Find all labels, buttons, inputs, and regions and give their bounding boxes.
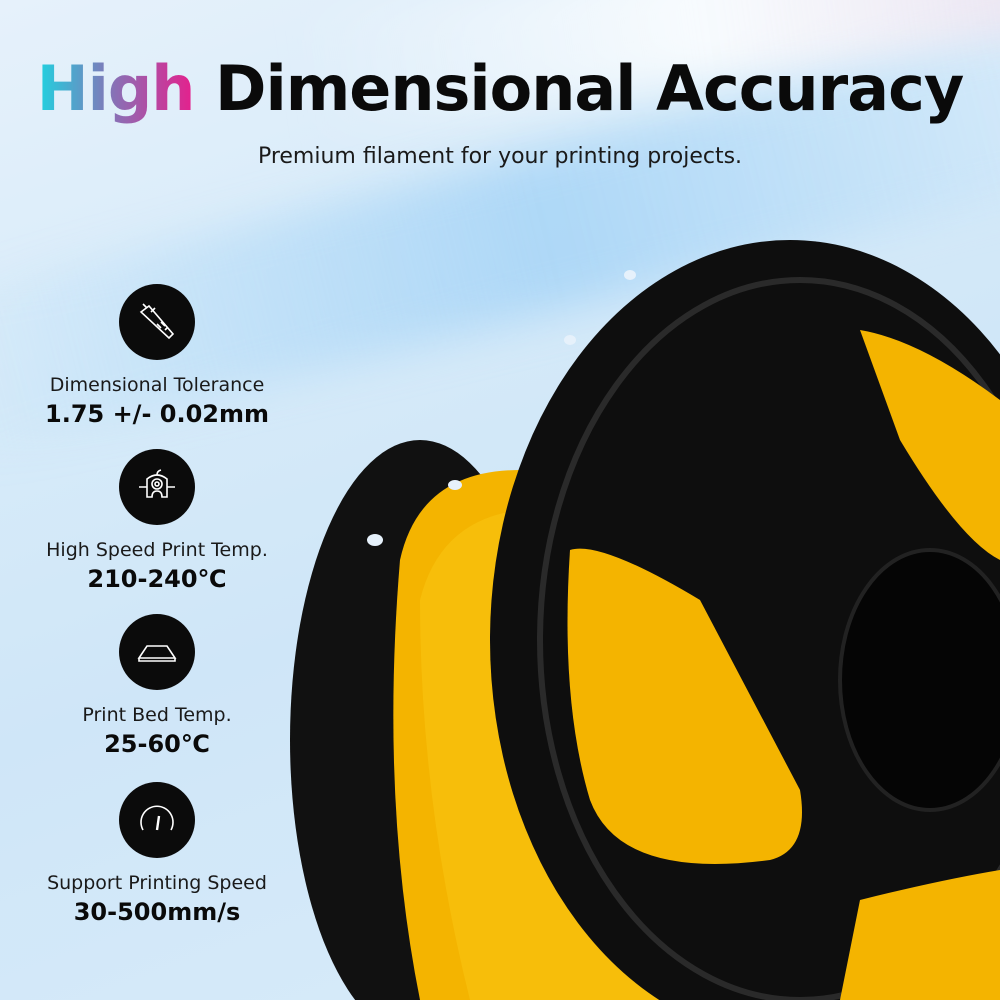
title-rest: Dimensional Accuracy [214, 52, 964, 125]
subtitle: Premium filament for your printing proje… [257, 144, 743, 169]
flange-window [860, 330, 1000, 560]
feature-label: High Speed Print Temp. [46, 539, 268, 561]
title-highlight: High [36, 52, 196, 125]
flange-window [840, 870, 1000, 1000]
feature-dimensional-tolerance: Dimensional Tolerance 1.75 +/- 0.02mm [17, 284, 297, 428]
flange-window [567, 548, 802, 864]
print-bed-icon [119, 614, 195, 690]
spool-hub [838, 548, 1000, 812]
nozzle-icon [119, 449, 195, 525]
feature-print-speed: Support Printing Speed 30-500mm/s [17, 782, 297, 926]
feature-label: Support Printing Speed [47, 872, 267, 894]
feature-value: 30-500mm/s [73, 898, 241, 926]
caliper-icon [119, 284, 195, 360]
feature-value: 1.75 +/- 0.02mm [45, 400, 269, 428]
feature-value: 25-60℃ [104, 730, 210, 758]
feature-value: 210-240℃ [87, 565, 227, 593]
page-title: High Dimensional Accuracy [0, 52, 1000, 125]
speedometer-icon [119, 782, 195, 858]
feature-label: Print Bed Temp. [82, 704, 232, 726]
feature-bed-temp: Print Bed Temp. 25-60℃ [17, 614, 297, 758]
feature-print-temp: High Speed Print Temp. 210-240℃ [17, 449, 297, 593]
feature-label: Dimensional Tolerance [49, 374, 265, 396]
